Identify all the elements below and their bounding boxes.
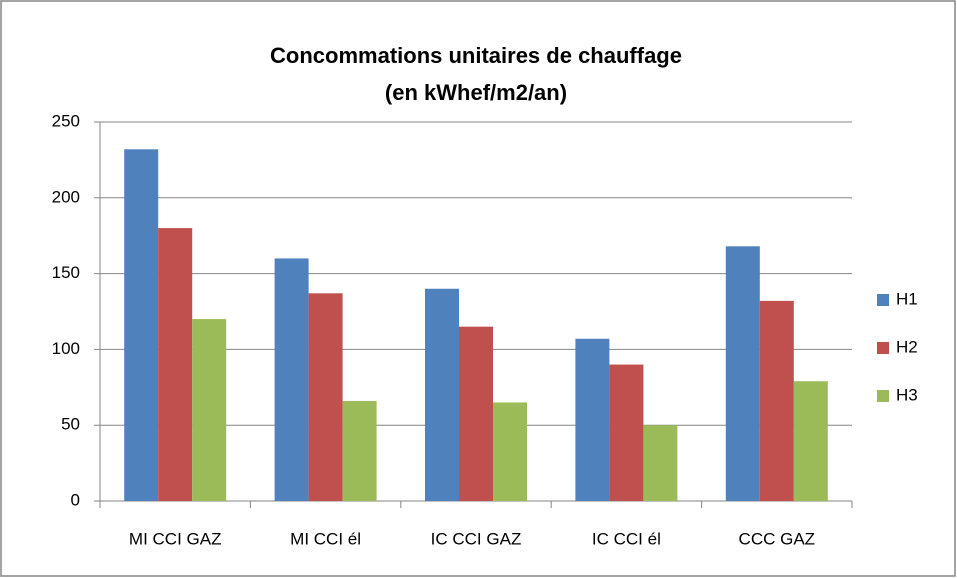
x-tick-label: MI CCI GAZ [129, 529, 222, 548]
y-tick-label: 50 [61, 415, 80, 434]
y-tick-label: 0 [71, 490, 80, 509]
bar [425, 288, 459, 501]
y-tick-label: 150 [52, 263, 80, 282]
x-tick-label: IC CCI GAZ [431, 529, 522, 548]
legend-swatch [877, 390, 889, 402]
chart-subtitle: (en kWhef/m2/an) [385, 80, 567, 105]
bar [308, 293, 343, 501]
bar [759, 300, 794, 501]
x-tick-label: CCC GAZ [739, 529, 816, 548]
bar [158, 228, 193, 501]
x-tick-label: IC CCI él [592, 529, 661, 548]
bar [342, 400, 377, 501]
bar [274, 258, 309, 501]
legend-swatch [877, 294, 889, 306]
legend-label: H1 [896, 289, 918, 308]
bar [575, 338, 610, 501]
bar [643, 425, 678, 501]
bar [793, 381, 828, 501]
legend-label: H3 [896, 385, 918, 404]
bar [493, 402, 527, 501]
bar [459, 326, 493, 501]
bar [192, 319, 227, 501]
bar [124, 149, 159, 501]
bar [609, 364, 644, 501]
y-tick-label: 200 [52, 187, 80, 206]
bar [725, 246, 760, 501]
x-tick-label: MI CCI él [290, 529, 361, 548]
y-tick-label: 100 [52, 339, 80, 358]
y-tick-label: 250 [52, 111, 80, 130]
legend-label: H2 [896, 337, 918, 356]
chart-title: Concommations unitaires de chauffage [270, 43, 682, 68]
legend-swatch [877, 342, 889, 354]
